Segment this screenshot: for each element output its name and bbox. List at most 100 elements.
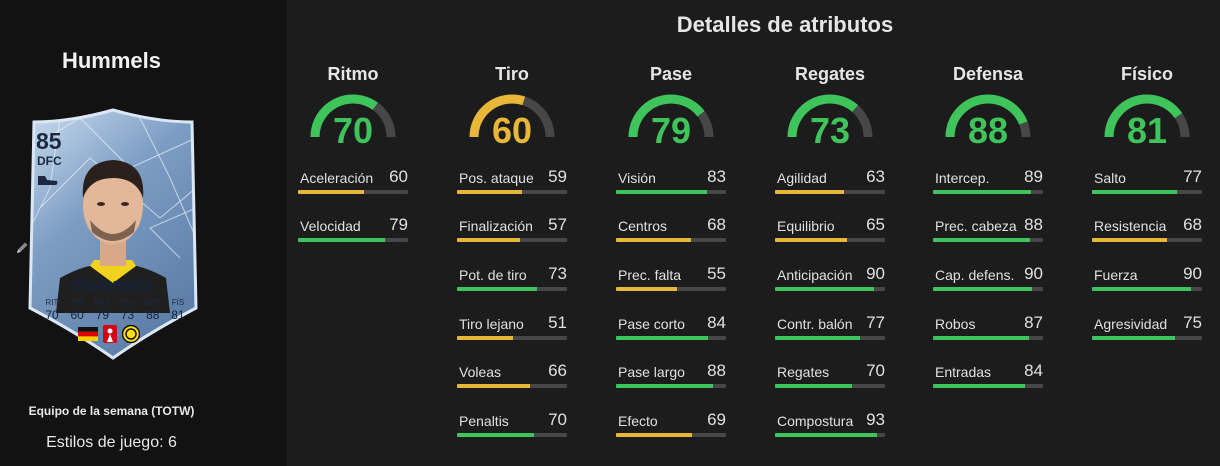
attribute-row: Intercep. 89	[933, 167, 1043, 200]
attribute-value: 77	[866, 313, 885, 332]
category-gauge	[310, 94, 396, 138]
attribute-value: 90	[1024, 264, 1043, 283]
attribute-bar-fill	[616, 190, 708, 194]
attribute-label: Anticipación	[777, 267, 853, 283]
attribute-value: 90	[1183, 264, 1202, 283]
attribute-value: 90	[866, 264, 885, 283]
attribute-row: Tiro lejano 51	[457, 313, 567, 346]
attribute-row: Cap. defens. 90	[933, 264, 1043, 297]
attribute-value: 70	[548, 410, 567, 429]
card-stat: REG 73	[118, 298, 137, 322]
attribute-bar	[933, 190, 1043, 194]
attribute-label: Visión	[618, 170, 656, 186]
attribute-bar	[616, 238, 726, 242]
card-stat: DEF 88	[144, 298, 161, 322]
attribute-bar-fill	[933, 384, 1026, 388]
attribute-value: 65	[866, 215, 885, 234]
germany-flag-icon	[78, 327, 98, 341]
attribute-bar	[457, 190, 567, 194]
attribute-bar	[1092, 238, 1202, 242]
boot-icon	[38, 176, 58, 185]
attribute-bar-fill	[457, 336, 514, 340]
attribute-label: Pos. ataque	[459, 170, 534, 186]
attribute-bar-fill	[1092, 287, 1191, 291]
attribute-bar-fill	[1092, 336, 1175, 340]
attribute-bar-fill	[616, 433, 692, 437]
attribute-bar	[933, 384, 1043, 388]
attribute-value: 68	[1183, 215, 1202, 234]
attribute-bar	[457, 433, 567, 437]
attribute-value: 68	[707, 215, 726, 234]
attribute-bar-fill	[775, 433, 878, 437]
gauge-fill	[787, 94, 859, 138]
attribute-bar	[775, 433, 885, 437]
attribute-row: Centros 68	[616, 215, 726, 248]
attribute-bar	[775, 336, 885, 340]
page-title: Detalles de atributos	[676, 12, 894, 37]
attribute-label: Cap. defens.	[935, 267, 1015, 283]
attribute-label: Robos	[935, 316, 976, 332]
category-gauge	[628, 94, 714, 138]
gauge-fill	[945, 94, 1028, 138]
card-stats: RIT 70 TIR 60 PAS 79 REG 73 DEF 88 FÍS 81	[40, 298, 190, 322]
attribute-label: Pase largo	[618, 364, 685, 380]
gauge-fill	[628, 94, 705, 138]
attribute-value: 63	[866, 167, 885, 186]
attribute-label: Tiro lejano	[459, 316, 524, 332]
attribute-value: 79	[389, 215, 408, 234]
card-name: Hummels	[72, 275, 154, 295]
attribute-row: Regates 70	[775, 361, 885, 394]
player-name: Hummels	[61, 48, 162, 73]
attribute-row: Contr. balón 77	[775, 313, 885, 346]
attribute-row: Anticipación 90	[775, 264, 885, 297]
attribute-bar-fill	[775, 238, 847, 242]
player-panel: Hummels	[0, 0, 287, 466]
attribute-value: 69	[707, 410, 726, 429]
attribute-bar-fill	[933, 336, 1029, 340]
attribute-label: Contr. balón	[777, 316, 853, 332]
player-card[interactable]	[20, 108, 206, 360]
card-badges	[78, 325, 140, 343]
attribute-row: Velocidad 79	[298, 215, 408, 248]
category-value: 79	[650, 110, 692, 151]
attribute-label: Pase corto	[618, 316, 685, 332]
attribute-bar-fill	[298, 190, 364, 194]
attribute-value: 73	[548, 264, 567, 283]
card-edition: Equipo de la semana (TOTW)	[28, 404, 195, 418]
pencil-icon[interactable]	[14, 240, 30, 256]
attribute-bar-fill	[457, 384, 530, 388]
category-label: Regates	[794, 64, 866, 84]
attribute-bar-fill	[775, 190, 845, 194]
attribute-row: Penaltis 70	[457, 410, 567, 443]
bvb-logo-icon	[122, 325, 140, 343]
attribute-bar	[298, 238, 408, 242]
attribute-bar-fill	[457, 433, 534, 437]
attribute-label: Pot. de tiro	[459, 267, 527, 283]
attribute-row: Prec. falta 55	[616, 264, 726, 297]
category-value: 73	[809, 110, 851, 151]
attribute-label: Entradas	[935, 364, 992, 380]
attribute-label: Intercep.	[935, 170, 990, 186]
card-position: DFC	[37, 154, 62, 168]
attribute-value: 51	[548, 313, 567, 332]
gauge-fill	[469, 94, 526, 138]
attribute-row: Robos 87	[933, 313, 1043, 346]
category-gauge	[469, 94, 555, 138]
attribute-bar	[457, 287, 567, 291]
attribute-bar	[775, 287, 885, 291]
attribute-value: 83	[707, 167, 726, 186]
attribute-label: Penaltis	[459, 413, 509, 429]
attribute-label: Resistencia	[1094, 218, 1167, 234]
gauge-fill	[310, 94, 378, 138]
attribute-bar-fill	[775, 384, 852, 388]
attribute-value: 87	[1024, 313, 1043, 332]
attribute-bar	[933, 287, 1043, 291]
playstyles-count: Estilos de juego: 6	[46, 434, 177, 451]
attribute-value: 89	[1024, 167, 1043, 186]
attribute-bar-fill	[1092, 190, 1177, 194]
attribute-bar	[1092, 336, 1202, 340]
attribute-bar-fill	[933, 190, 1031, 194]
attribute-bar-fill	[616, 336, 709, 340]
attribute-value: 88	[1024, 215, 1043, 234]
bundesliga-logo-icon	[103, 325, 117, 343]
